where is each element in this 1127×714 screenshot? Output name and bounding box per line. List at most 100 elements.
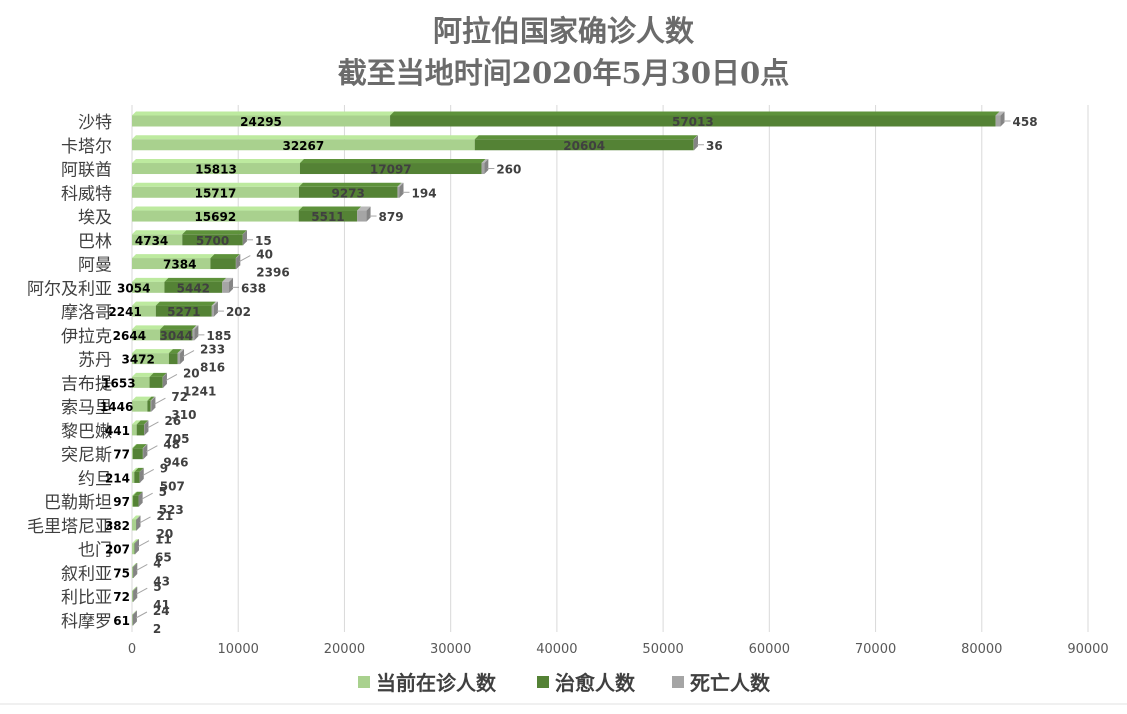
data-label: 20604 (563, 139, 605, 153)
bar-top (132, 159, 304, 164)
bar-segment (132, 495, 134, 507)
bar-top (132, 586, 137, 591)
bar-segment (132, 305, 156, 317)
bar-segment (481, 163, 485, 175)
bar-side (693, 135, 698, 151)
x-tick-label: 20000 (324, 642, 365, 657)
data-label: 40 (256, 248, 273, 262)
bar-top (144, 420, 149, 425)
y-category-label: 阿联酋 (61, 161, 112, 181)
bar-segment (298, 210, 358, 222)
bar-top (132, 610, 137, 615)
bar-segment (995, 115, 1001, 127)
bar-top (235, 254, 241, 259)
bar-top (299, 159, 486, 164)
bar-segment (210, 258, 236, 270)
bar-top (134, 467, 144, 472)
bar-top (132, 420, 141, 425)
bar-segment (192, 329, 195, 341)
y-category-label: 苏丹 (78, 351, 112, 371)
bar-top (132, 610, 137, 615)
y-category-label: 巴林 (78, 232, 112, 252)
data-label: 2 (153, 622, 161, 636)
leader-line (154, 397, 166, 405)
x-tick-label: 60000 (749, 642, 790, 657)
data-label: 15692 (194, 210, 236, 224)
y-category-label: 沙特 (78, 113, 112, 133)
data-label: 36 (706, 139, 723, 153)
data-label: 24295 (240, 115, 282, 129)
bar-segment (132, 258, 211, 270)
bar-top (132, 562, 137, 567)
bar-top (132, 444, 137, 449)
leader-line (136, 587, 148, 595)
data-label: 57013 (672, 115, 714, 129)
bar-top (132, 444, 147, 449)
data-label: 72 (113, 590, 130, 604)
data-label: 233 (200, 343, 225, 357)
y-category-label: 索马里 (61, 398, 112, 418)
bar-top (481, 159, 489, 164)
bar-top (182, 230, 247, 235)
data-label: 20 (156, 527, 173, 541)
bar-segment (134, 471, 140, 483)
bar-top (134, 539, 139, 544)
bar-top (132, 349, 173, 354)
bar-segment (150, 400, 152, 412)
bar-segment (132, 614, 133, 626)
bar-side (162, 372, 167, 388)
bar-top (132, 182, 303, 187)
bar-side (399, 182, 404, 198)
data-label: 7384 (163, 258, 196, 272)
bar-top (132, 491, 138, 496)
data-label: 194 (412, 186, 437, 200)
data-label: 4 (153, 556, 161, 570)
bar-top (132, 254, 215, 259)
bar-segment (299, 163, 482, 175)
y-category-label: 摩洛哥 (61, 303, 112, 323)
data-label: 9 (160, 461, 168, 475)
chart-subtitle: 截至当地时间2020年5月30日0点 (337, 56, 790, 90)
bar-side (194, 325, 199, 341)
bar-top (134, 539, 140, 544)
bar-segment (132, 281, 165, 293)
data-label: 24 (153, 604, 170, 618)
legend-label: 死亡人数 (690, 671, 771, 695)
y-category-label: 毛里塔尼亚 (27, 517, 112, 537)
bar-top (132, 372, 154, 377)
data-label: 207 (105, 543, 130, 557)
bar-segment (693, 139, 695, 151)
bar-segment (132, 543, 135, 555)
bar-side (1000, 111, 1005, 127)
bar-top (162, 372, 167, 377)
bar-side (236, 254, 241, 270)
data-label: 441 (105, 424, 130, 438)
y-category-label: 伊拉克 (61, 327, 112, 347)
bar-top (136, 420, 149, 425)
bar-segment (132, 353, 169, 365)
bar-segment (132, 329, 161, 341)
data-label: 48 (163, 438, 180, 452)
x-tick-label: 30000 (430, 642, 471, 657)
bar-top (298, 182, 402, 187)
y-category-label: 巴勒斯坦 (44, 493, 112, 513)
y-category-label: 科威特 (61, 184, 112, 204)
data-label: 32267 (282, 139, 324, 153)
leader-line (146, 445, 158, 453)
data-label: 2241 (108, 305, 141, 319)
bar-segment (149, 376, 163, 388)
data-label: 1241 (183, 384, 216, 398)
bar-top (132, 301, 160, 306)
data-label: 5442 (177, 281, 210, 295)
data-label: 15717 (195, 186, 237, 200)
bar-top (147, 396, 155, 401)
bar-top (132, 562, 138, 567)
bar-segment (142, 448, 144, 460)
bar-segment (133, 495, 139, 507)
data-label: 5700 (196, 234, 229, 248)
bar-segment (132, 400, 148, 412)
leader-line (147, 421, 159, 429)
bar-top (132, 277, 169, 282)
data-label: 310 (171, 408, 196, 422)
